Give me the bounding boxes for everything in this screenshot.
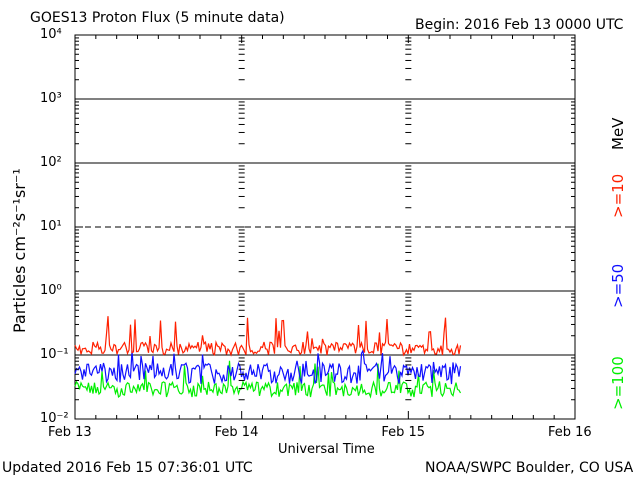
y-tick-label: 10² xyxy=(40,155,62,170)
updated-timestamp: Updated 2016 Feb 15 07:36:01 UTC xyxy=(2,460,253,476)
series-line-gege100 xyxy=(74,360,462,399)
legend-ge10: >=10 xyxy=(609,173,627,218)
legend-ge50: >=50 xyxy=(609,263,627,308)
x-tick-label: Feb 14 xyxy=(214,425,259,440)
x-tick-label: Feb 16 xyxy=(548,425,592,440)
y-tick-label: 10³ xyxy=(40,91,62,106)
y-tick-label: 10⁴ xyxy=(40,27,62,42)
axis-ticks xyxy=(74,35,576,420)
credit-text: NOAA/SWPC Boulder, CO USA xyxy=(425,460,634,476)
chart-title: GOES13 Proton Flux (5 minute data) xyxy=(30,10,285,26)
legend-ge100: >=100 xyxy=(609,356,627,410)
begin-time: Begin: 2016 Feb 13 0000 UTC xyxy=(415,17,624,33)
y-tick-label: 10⁻¹ xyxy=(40,347,69,362)
series-line-gege10 xyxy=(74,316,462,357)
series-layer xyxy=(74,316,462,399)
y-tick-label: 10⁰ xyxy=(40,283,62,298)
x-axis-label: Universal Time xyxy=(278,442,375,457)
legend-unit-mev: MeV xyxy=(609,117,627,150)
x-tick-label: Feb 15 xyxy=(381,425,426,440)
y-axis-label: Particles cm⁻²s⁻¹sr⁻¹ xyxy=(10,168,29,333)
y-tick-label: 10⁻² xyxy=(40,411,69,426)
x-tick-label: Feb 13 xyxy=(48,425,92,440)
y-tick-label: 10¹ xyxy=(40,219,62,234)
gridlines xyxy=(75,98,575,356)
series-line-gege50 xyxy=(74,348,462,385)
